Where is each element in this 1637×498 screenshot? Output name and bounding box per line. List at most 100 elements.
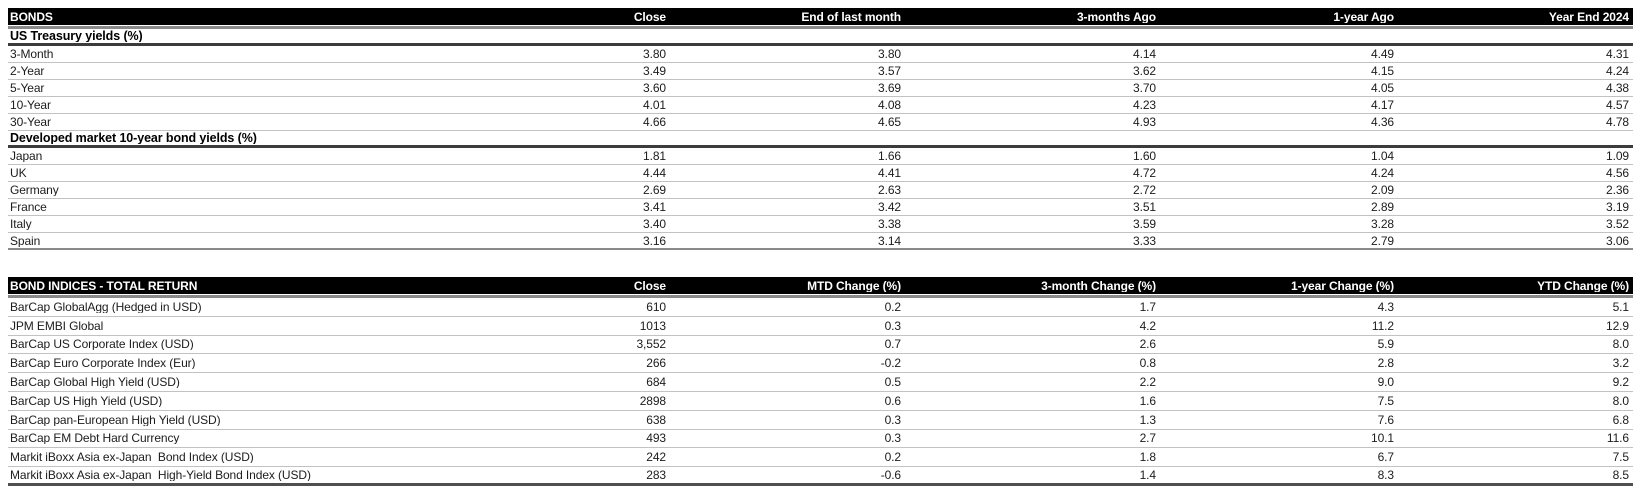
row-label: JPM EMBI Global	[10, 319, 104, 332]
row-value: 2.7	[1139, 432, 1156, 445]
row-value: 1.81	[643, 150, 666, 162]
row-value: 3.2	[1612, 357, 1629, 370]
row-value: 1.09	[1606, 150, 1629, 162]
row-value: 4.15	[1371, 65, 1394, 77]
row-value: 493	[646, 432, 666, 445]
row-value: 3.40	[643, 218, 666, 230]
row-value: 1.4	[1139, 469, 1156, 482]
table-row: 5-Year 3.60 3.69 3.70 4.05 4.38	[8, 80, 1633, 97]
row-value: 4.14	[1133, 48, 1156, 60]
row-value: 4.38	[1606, 82, 1629, 94]
row-value: 2.89	[1371, 201, 1394, 213]
row-value: 4.49	[1371, 48, 1394, 60]
row-value: 0.7	[884, 338, 901, 351]
section-title: US Treasury yields (%)	[10, 29, 143, 43]
row-value: 4.41	[878, 167, 901, 179]
section-header-row: Developed market 10-year bond yields (%)	[8, 131, 1633, 148]
bond-indices-table: BOND INDICES - TOTAL RETURN Close MTD Chan…	[8, 277, 1633, 486]
row-value: 2.2	[1139, 376, 1156, 389]
row-label: BarCap Euro Corporate Index (Eur)	[10, 357, 196, 370]
row-label: 10-Year	[10, 99, 51, 111]
table-row: Germany 2.69 2.63 2.72 2.09 2.36	[8, 182, 1633, 199]
column-header: End of last month	[801, 10, 901, 23]
row-value: 10.1	[1371, 432, 1394, 445]
row-value: 3.16	[643, 234, 666, 247]
row-value: 3.62	[1133, 65, 1156, 77]
row-value: 7.5	[1377, 394, 1394, 407]
table-row: BarCap GlobalAgg (Hedged in USD) 610 0.2 1.…	[8, 298, 1633, 317]
row-value: 2898	[639, 394, 666, 407]
row-value: 0.2	[884, 451, 901, 464]
row-value: 2.09	[1371, 184, 1394, 196]
table-row: 30-Year 4.66 4.65 4.93 4.36 4.78	[8, 114, 1633, 131]
row-value: 684	[646, 376, 666, 389]
table-row: France 3.41 3.42 3.51 2.89 3.19	[8, 199, 1633, 216]
row-value: 1.7	[1139, 300, 1156, 313]
row-value: 3.80	[878, 48, 901, 60]
row-value: 2.72	[1133, 184, 1156, 196]
row-value: 9.2	[1612, 376, 1629, 389]
section-header-row: US Treasury yields (%)	[8, 29, 1633, 46]
row-label: BarCap US High Yield (USD)	[10, 394, 163, 407]
row-value: 2.36	[1606, 184, 1629, 196]
row-value: 6.7	[1377, 451, 1394, 464]
row-label: BarCap Global High Yield (USD)	[10, 376, 180, 389]
row-value: 2.63	[878, 184, 901, 196]
row-value: 638	[646, 413, 666, 426]
table-row: Markit iBoxx Asia ex-Japan High-Yield Bo…	[8, 467, 1633, 486]
table-row: BarCap Global High Yield (USD) 684 0.5 2.2 9…	[8, 373, 1633, 392]
row-value: 4.17	[1371, 99, 1394, 111]
row-value: 9.0	[1377, 376, 1394, 389]
row-value: 4.08	[878, 99, 901, 111]
row-label: Japan	[10, 150, 43, 162]
row-value: 610	[646, 300, 666, 313]
column-header: YTD Change (%)	[1537, 279, 1629, 292]
table-header-row: BONDS Close End of last month 3-months Ago 1…	[8, 8, 1633, 25]
row-label: France	[10, 201, 47, 213]
table-row: 10-Year 4.01 4.08 4.23 4.17 4.57	[8, 97, 1633, 114]
table-row: UK 4.44 4.41 4.72 4.24 4.56	[8, 165, 1633, 182]
row-value: 3.42	[878, 201, 901, 213]
row-value: 3.14	[878, 234, 901, 247]
row-value: 1.60	[1133, 150, 1156, 162]
row-value: 0.3	[884, 432, 901, 445]
row-value: -0.6	[880, 469, 901, 482]
column-header: MTD Change (%)	[807, 279, 901, 292]
row-value: 4.66	[643, 116, 666, 128]
row-value: 5.9	[1377, 338, 1394, 351]
row-value: 1.6	[1139, 394, 1156, 407]
column-header: 3-months Ago	[1076, 10, 1156, 23]
row-value: 4.23	[1133, 99, 1156, 111]
row-value: 1013	[639, 319, 666, 332]
row-value: 4.01	[643, 99, 666, 111]
column-header: Close	[633, 279, 666, 292]
table-row: JPM EMBI Global 1013 0.3 4.2 11.2 12.9	[8, 317, 1633, 336]
row-value: 3.80	[643, 48, 666, 60]
row-value: 4.2	[1139, 319, 1156, 332]
table-row: BarCap EM Debt Hard Currency 493 0.3 2.7 10.…	[8, 430, 1633, 449]
row-value: 8.3	[1377, 469, 1394, 482]
row-value: 3.19	[1606, 201, 1629, 213]
row-label: UK	[10, 167, 27, 179]
table-title: BOND INDICES - TOTAL RETURN	[10, 279, 198, 292]
table-row: Japan 1.81 1.66 1.60 1.04 1.09	[8, 148, 1633, 165]
row-value: 1.04	[1371, 150, 1394, 162]
row-value: 0.3	[884, 413, 901, 426]
row-value: 0.3	[884, 319, 901, 332]
table-row: Markit iBoxx Asia ex-Japan Bond Index (U…	[8, 448, 1633, 468]
column-header: 1-year Change (%)	[1291, 279, 1394, 292]
row-value: 4.44	[643, 167, 666, 179]
table-row: BarCap US High Yield (USD) 2898 0.6 1.6 7.5 8…	[8, 392, 1633, 411]
table-row: BarCap pan-European High Yield (USD) 638 0…	[8, 411, 1633, 430]
row-value: 4.78	[1606, 116, 1629, 128]
row-label: Markit iBoxx Asia ex-Japan High-Yield Bo…	[10, 469, 311, 482]
row-value: 3.57	[878, 65, 901, 77]
row-value: 2.79	[1371, 234, 1394, 247]
row-label: Germany	[10, 184, 59, 196]
row-label: Spain	[10, 234, 41, 247]
row-value: 12.9	[1606, 319, 1629, 332]
table-header-row: BOND INDICES - TOTAL RETURN Close MTD Chan…	[8, 277, 1633, 294]
row-value: 0.8	[1139, 357, 1156, 370]
row-value: 0.2	[884, 300, 901, 313]
table-row: BarCap US Corporate Index (USD) 3,552 0.7 2…	[8, 336, 1633, 355]
